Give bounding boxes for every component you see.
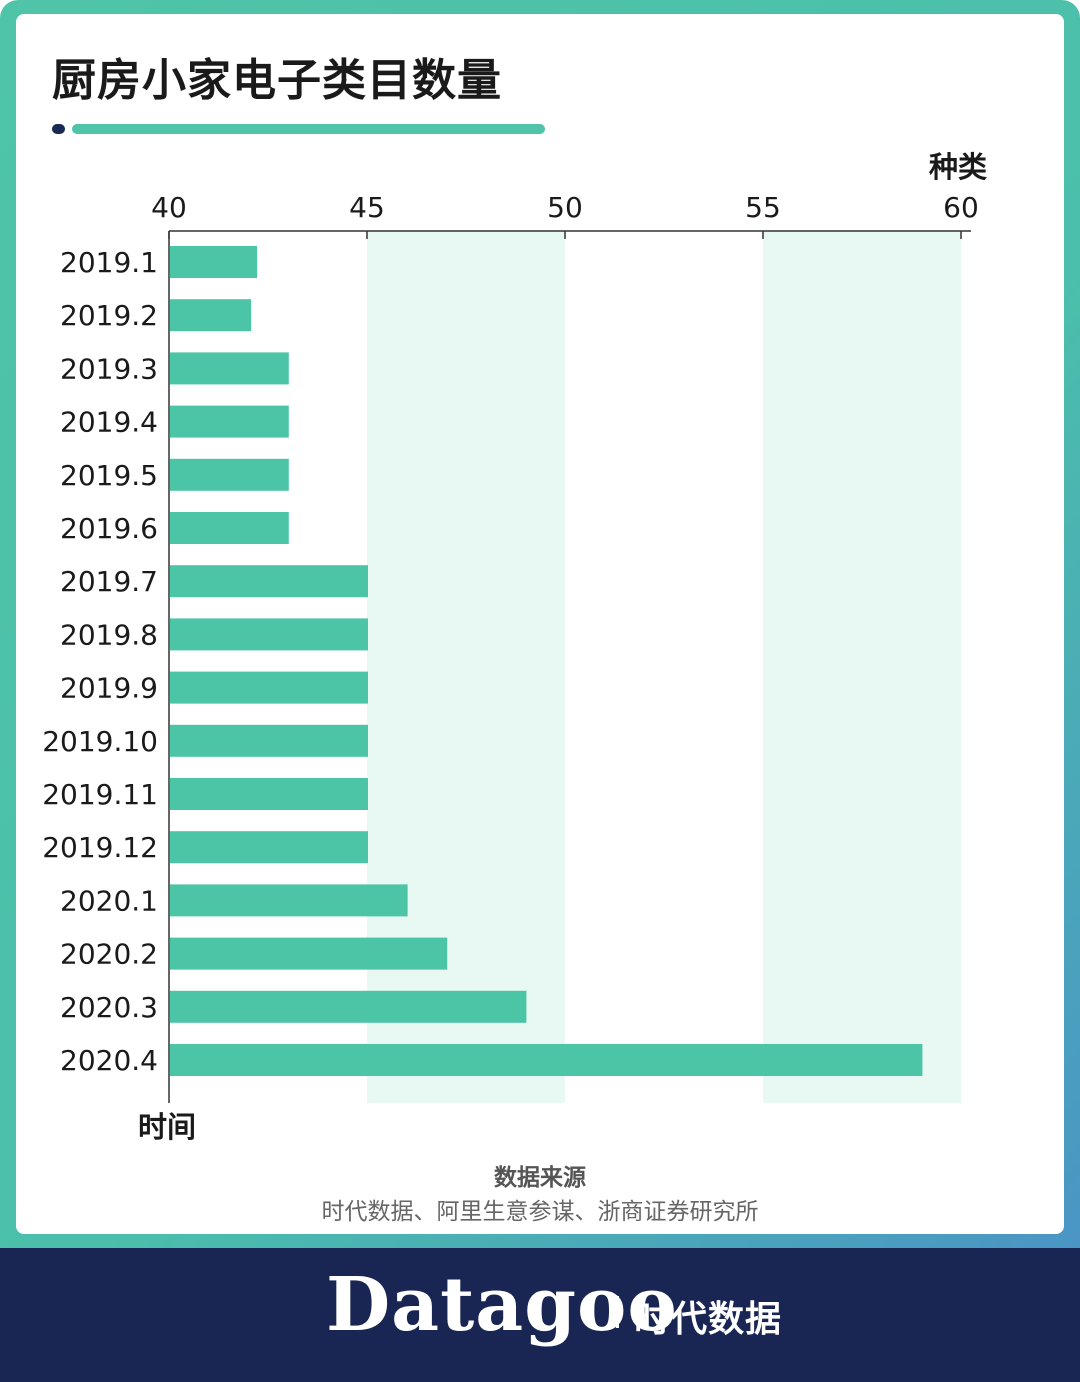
y-axis-label: 时间 [138,1110,196,1144]
bar [170,671,368,704]
bar [170,778,368,810]
shaded-band [367,231,565,1103]
y-tick-label: 2019.10 [42,725,158,758]
bar [170,937,448,970]
brand-name-cn: 时代数据 [634,1299,783,1340]
bar [170,884,408,917]
footer-bar [0,1248,1080,1382]
bar [170,1044,923,1076]
y-tick-label: 2020.3 [60,991,158,1024]
bar [170,990,527,1023]
y-tick-label: 2019.6 [60,512,158,545]
brand-separator [616,1296,619,1328]
y-tick-label: 2019.8 [60,618,158,651]
chart-title: 厨房小家电子类目数量 [52,55,502,106]
bar [170,352,289,385]
bar [170,405,289,438]
shaded-band [763,231,961,1103]
y-tick-label: 2019.4 [60,406,158,439]
y-tick-label: 2019.5 [60,459,158,492]
bar [170,512,289,544]
x-tick-label: 50 [547,191,583,224]
x-tick-label: 40 [151,191,187,224]
y-tick-label: 2019.12 [42,831,158,864]
bar [170,831,368,864]
source-text: 时代数据、阿里生意参谋、浙商证券研究所 [321,1199,759,1225]
y-tick-label: 2019.2 [60,299,158,332]
x-tick-label: 60 [943,191,979,224]
y-tick-label: 2019.1 [60,246,158,279]
x-tick-label: 55 [745,191,781,224]
x-axis-label: 种类 [929,150,987,184]
brand-logo: Datagoo [326,1262,678,1348]
bar [170,565,368,598]
bar [170,618,368,651]
bar [170,458,289,491]
bar-chart: 40 45 50 55 60 种类 2019.1 2019.2 2019.3 2019.4 2019… [42,150,987,1144]
y-tick-label: 2020.2 [60,938,158,971]
bar [170,246,258,278]
y-tick-label: 2020.1 [60,884,158,917]
source-heading: 数据来源 [494,1165,586,1191]
title-decoration-line [72,124,545,134]
bar [170,299,252,332]
title-decoration-dot [52,124,65,134]
y-tick-label: 2019.7 [60,565,158,598]
y-tick-label: 2019.11 [42,778,158,811]
x-tick-label: 45 [349,191,385,224]
y-tick-label: 2020.4 [60,1044,158,1077]
y-tick-label: 2019.3 [60,352,158,385]
y-tick-label: 2019.9 [60,672,158,705]
bar [170,724,368,757]
